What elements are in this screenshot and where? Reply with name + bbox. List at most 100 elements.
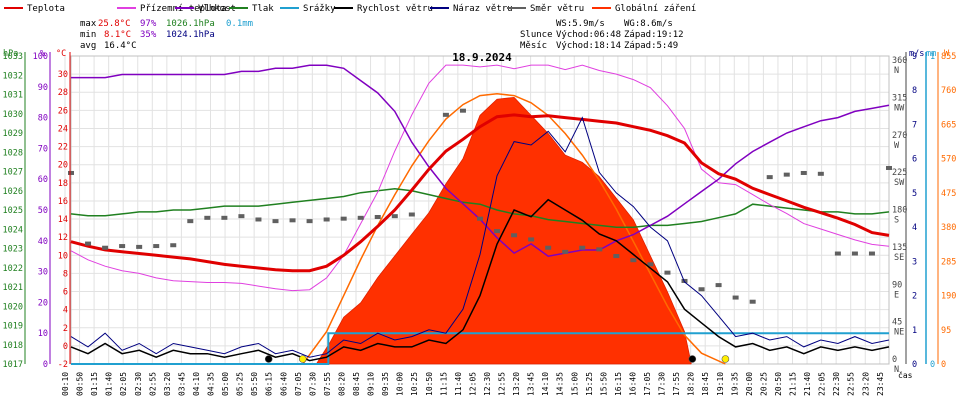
axis-humidity-tick: 30 <box>38 268 48 278</box>
x-tick: 19:10 <box>716 372 725 396</box>
wind-dir-point <box>817 171 824 176</box>
x-tick: 18:20 <box>687 372 696 396</box>
stat-max-rain: 0.1mm <box>226 19 253 29</box>
axis-wind-speed: 0 1 2 3 4 5 6 7 8 9m/s <box>909 49 924 370</box>
wind-dir-point <box>664 270 671 275</box>
x-tick: 06:40 <box>279 372 288 396</box>
x-tick: 10:00 <box>396 372 405 396</box>
wind-dir-point <box>459 108 466 113</box>
stat-max-hum: 97% <box>140 19 157 29</box>
axis-wind-direction-dir: E <box>894 290 899 300</box>
x-tick: 23:20 <box>861 372 870 396</box>
axis-humidity-tick: 60 <box>38 175 48 185</box>
wind-dir-point <box>68 170 74 175</box>
svg-text:Východ:18:14: Východ:18:14 <box>556 41 621 51</box>
wind-dir-point <box>119 244 126 249</box>
x-tick: 03:45 <box>177 372 186 396</box>
axis-wind-speed-tick: 7 <box>912 120 917 130</box>
axis-radiation-tick: 190 <box>941 292 956 302</box>
axis-wind-direction-tick: 180 <box>892 206 907 216</box>
axis-wind-direction-dir: SW <box>894 178 905 188</box>
axis-temperature-tick: -2 <box>58 360 68 370</box>
axis-wind-direction-dir: SE <box>894 253 904 263</box>
axis-wind-speed-tick: 1 <box>912 326 917 336</box>
wind-dir-point <box>187 219 194 224</box>
x-tick: 12:05 <box>468 372 477 396</box>
stat-max-temp: 25.8°C <box>98 19 131 29</box>
x-tick: 05:00 <box>221 372 230 396</box>
x-tick: 01:15 <box>90 372 99 396</box>
x-tick: 16:15 <box>614 372 623 396</box>
x-tick: 10:25 <box>410 372 419 396</box>
wind-dir-point <box>391 214 398 219</box>
x-tick: 15:00 <box>570 372 579 396</box>
legend-label: Globální záření <box>615 4 696 14</box>
axis-pressure-tick: 1028 <box>3 148 23 158</box>
wind-dir-point <box>153 244 160 249</box>
x-tick: 06:15 <box>265 372 274 396</box>
wind-dir-point <box>596 247 603 252</box>
x-tick: 07:05 <box>294 372 303 396</box>
x-tick: 11:40 <box>454 372 463 396</box>
x-tick: 07:30 <box>308 372 317 396</box>
x-tick: 00:50 <box>76 372 85 396</box>
svg-text:Západ:5:49: Západ:5:49 <box>624 41 678 51</box>
legend-label: Vlhkost <box>198 4 236 14</box>
svg-text:35%: 35% <box>140 30 157 40</box>
wind-dir-point <box>783 172 790 177</box>
axis-temperature-tick: 8 <box>63 269 68 279</box>
wind-dir-point <box>579 245 586 250</box>
wind-dir-point <box>357 215 364 220</box>
marker-sunset <box>721 355 730 363</box>
svg-text:Západ:19:12: Západ:19:12 <box>624 30 684 40</box>
legend-item: Globální záření <box>592 4 696 14</box>
legend-item: Rychlost větru <box>334 4 433 14</box>
axis-x: 00:10 00:50 01:15 01:40 02:05 02:30 02:55 03:20… <box>61 372 885 396</box>
legend-label: Srážky <box>303 4 336 14</box>
x-tick: 07:55 <box>323 372 332 396</box>
stat-moon-label: Měsíc <box>520 41 547 51</box>
wind-dir-point <box>204 215 211 220</box>
wind-dir-point <box>102 245 109 250</box>
wind-dir-point <box>477 216 483 221</box>
axis-pressure: 1017 1018 1019 1020 1021 1022 1023 1024 1025 1026… <box>3 49 26 370</box>
axis-wind-speed-tick: 2 <box>912 292 917 302</box>
axis-humidity-tick: 70 <box>38 144 48 154</box>
axis-wind-speed-tick: 0 <box>912 360 917 370</box>
x-tick: 12:55 <box>498 372 507 396</box>
axis-pressure-unit: hPa <box>3 49 18 59</box>
axis-wind-speed-unit: m/s <box>909 49 924 59</box>
svg-text:Východ:06:48: Východ:06:48 <box>556 30 621 40</box>
axis-pressure-tick: 1026 <box>3 187 23 197</box>
x-tick: 16:40 <box>628 372 637 396</box>
axis-wind-direction-tick: 270 <box>892 131 907 141</box>
axis-temperature-tick: 2 <box>63 324 68 334</box>
axis-radiation-tick: 285 <box>941 257 956 267</box>
axis-radiation-tick: 380 <box>941 223 956 233</box>
axis-temperature-tick: 12 <box>58 233 68 243</box>
stat-sun-label: Slunce <box>520 30 553 40</box>
axis-pressure-tick: 1023 <box>3 245 23 255</box>
stat-min-press: 1024.1hPa <box>166 30 215 40</box>
svg-text:8.1°C: 8.1°C <box>104 30 131 40</box>
stat-sun-set: Západ:19:12 <box>624 30 684 40</box>
x-tick: 12:30 <box>483 372 492 396</box>
axis-humidity-tick: 40 <box>38 237 48 247</box>
stat-moon-set: Západ:5:49 <box>624 41 678 51</box>
axis-wind-speed-tick: 8 <box>912 86 917 96</box>
x-tick: 02:55 <box>148 372 157 396</box>
axis-wind-direction-tick: 225 <box>892 168 907 178</box>
legend-item: Směr větru <box>507 4 584 14</box>
x-tick: 11:15 <box>439 372 448 396</box>
svg-text:16.4°C: 16.4°C <box>104 41 137 51</box>
legend-label: Rychlost větru <box>357 4 433 14</box>
axis-wind-direction-dir: N <box>894 365 899 375</box>
axis-radiation-tick: 95 <box>941 326 951 336</box>
series-naraz-vetru <box>70 116 890 358</box>
